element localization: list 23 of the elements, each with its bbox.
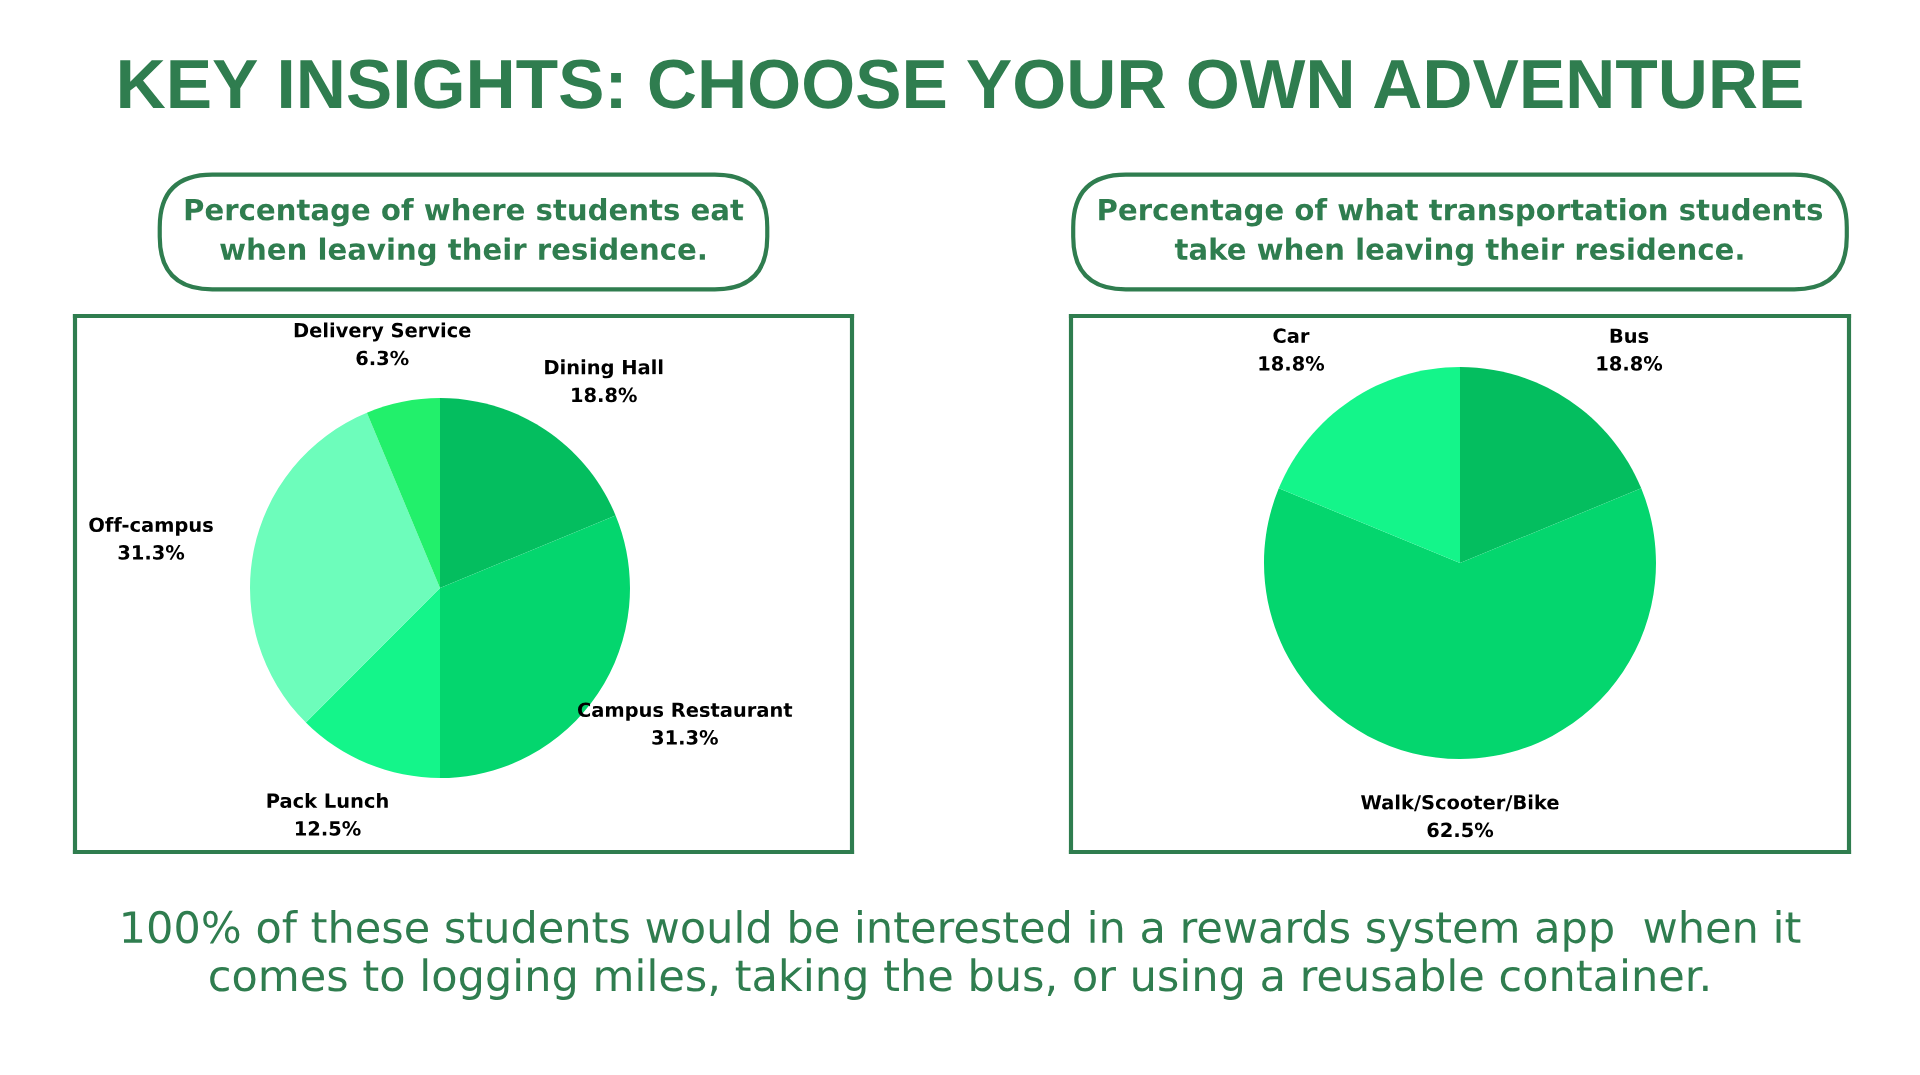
slice-label: Bus [1610,328,1649,344]
data-label: 31.3% [118,545,185,560]
slice-label: Car [1273,328,1310,344]
slice-label: Off-campus [89,517,213,536]
pie-slice [305,588,440,778]
data-label: 18.8% [572,387,637,403]
data-label: 6.3% [356,350,409,366]
text: KEY INSIGHTS: CHOOSE YOUR OWN ADVENTURE [120,59,1802,109]
chart-title: Percentage of where students eat when leaving their residence. [185,198,744,266]
data-label: 18.8% [1259,356,1325,371]
data-label: 31.3% [652,730,718,745]
pie-slice [1264,488,1656,759]
slice-label: Delivery Service [294,322,471,342]
slice-label: Dining Hall [545,359,663,379]
data-label: 12.5% [295,821,361,836]
slice-label: Pack Lunch [267,793,388,809]
pie-slice [366,398,440,588]
text: 100% of these students would be interested in a rewards system app when it comes to logging miles, taking the bus, or using a reusable container. [123,910,1801,1000]
slice-label: Walk/Scooter/Bike [1361,794,1559,812]
data-label: 62.5% [1427,822,1494,838]
pie-slice [250,412,440,723]
data-label: 18.8% [1597,356,1663,371]
chart-title: Percentage of what transportation students take when leaving their residence. [1099,198,1823,266]
